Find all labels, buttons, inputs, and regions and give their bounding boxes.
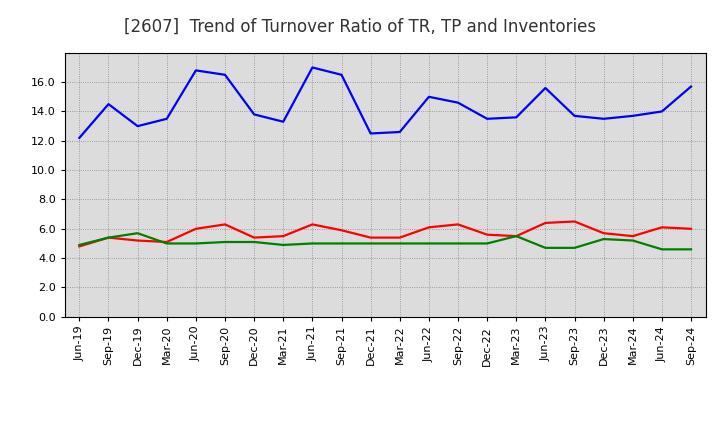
Trade Receivables [75, 244, 84, 249]
Trade Receivables [657, 225, 666, 230]
Trade Receivables [220, 222, 229, 227]
Trade Payables [599, 116, 608, 121]
Trade Payables [687, 84, 696, 89]
Trade Receivables [250, 235, 258, 240]
Line: Trade Payables: Trade Payables [79, 67, 691, 138]
Trade Payables [163, 116, 171, 121]
Inventories [425, 241, 433, 246]
Trade Payables [570, 113, 579, 118]
Text: [2607]  Trend of Turnover Ratio of TR, TP and Inventories: [2607] Trend of Turnover Ratio of TR, TP… [124, 18, 596, 35]
Trade Receivables [395, 235, 404, 240]
Trade Receivables [483, 232, 492, 237]
Trade Payables [104, 102, 113, 107]
Trade Payables [366, 131, 375, 136]
Trade Receivables [454, 222, 462, 227]
Inventories [337, 241, 346, 246]
Trade Receivables [366, 235, 375, 240]
Inventories [308, 241, 317, 246]
Inventories [483, 241, 492, 246]
Trade Payables [308, 65, 317, 70]
Trade Payables [541, 85, 550, 91]
Trade Receivables [629, 234, 637, 239]
Inventories [395, 241, 404, 246]
Trade Payables [192, 68, 200, 73]
Line: Trade Receivables: Trade Receivables [79, 221, 691, 246]
Trade Receivables [163, 239, 171, 245]
Trade Payables [337, 72, 346, 77]
Trade Receivables [308, 222, 317, 227]
Inventories [687, 247, 696, 252]
Trade Payables [425, 94, 433, 99]
Inventories [657, 247, 666, 252]
Trade Payables [250, 112, 258, 117]
Inventories [279, 242, 287, 248]
Inventories [454, 241, 462, 246]
Inventories [75, 242, 84, 248]
Inventories [512, 234, 521, 239]
Trade Receivables [133, 238, 142, 243]
Trade Receivables [192, 226, 200, 231]
Trade Receivables [104, 235, 113, 240]
Trade Receivables [541, 220, 550, 226]
Inventories [570, 245, 579, 250]
Inventories [163, 241, 171, 246]
Trade Payables [220, 72, 229, 77]
Inventories [629, 238, 637, 243]
Trade Payables [454, 100, 462, 105]
Inventories [192, 241, 200, 246]
Trade Receivables [337, 227, 346, 233]
Inventories [599, 236, 608, 242]
Trade Receivables [570, 219, 579, 224]
Trade Payables [279, 119, 287, 125]
Inventories [541, 245, 550, 250]
Line: Inventories: Inventories [79, 233, 691, 249]
Inventories [220, 239, 229, 245]
Inventories [104, 235, 113, 240]
Trade Receivables [687, 226, 696, 231]
Trade Payables [75, 135, 84, 140]
Inventories [366, 241, 375, 246]
Trade Receivables [279, 234, 287, 239]
Trade Payables [629, 113, 637, 118]
Trade Receivables [599, 231, 608, 236]
Trade Payables [483, 116, 492, 121]
Trade Payables [395, 129, 404, 135]
Trade Payables [133, 124, 142, 129]
Trade Receivables [425, 225, 433, 230]
Trade Payables [512, 115, 521, 120]
Inventories [250, 239, 258, 245]
Trade Payables [657, 109, 666, 114]
Trade Receivables [512, 234, 521, 239]
Inventories [133, 231, 142, 236]
